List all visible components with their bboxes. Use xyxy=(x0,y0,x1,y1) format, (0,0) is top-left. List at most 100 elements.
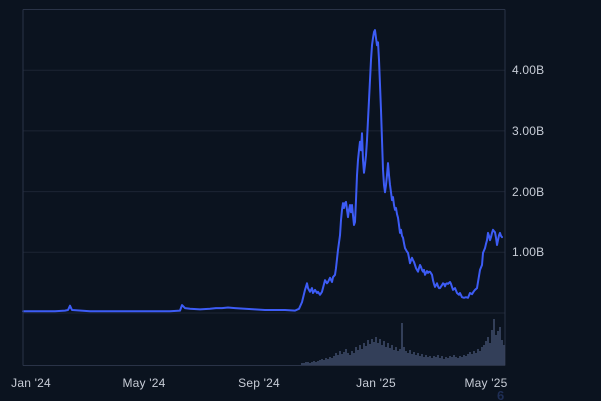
volume-bar xyxy=(421,354,423,365)
x-axis-label: May '25 xyxy=(464,376,508,390)
volume-bar xyxy=(303,363,305,365)
price-line xyxy=(22,29,503,313)
volume-bar xyxy=(317,361,319,365)
volume-bar xyxy=(327,359,329,365)
volume-bar xyxy=(475,353,477,365)
volume-bar xyxy=(351,351,353,365)
volume-bar xyxy=(331,358,333,365)
volume-bar xyxy=(341,354,343,365)
volume-bar xyxy=(313,361,315,365)
volume-bar xyxy=(339,351,341,365)
volume-bar xyxy=(375,337,377,365)
volume-bar xyxy=(477,349,479,365)
volume-bar xyxy=(377,343,379,365)
volume-bar xyxy=(469,352,471,365)
volume-bar xyxy=(373,342,375,365)
volume-bar xyxy=(499,327,501,365)
y-axis-label: 1.00B xyxy=(512,245,545,260)
volume-bar xyxy=(389,348,391,365)
y-axis-label: 4.00B xyxy=(512,63,545,78)
y-axis-label: 2.00B xyxy=(512,184,545,199)
volume-bar xyxy=(319,360,321,365)
volume-bar xyxy=(307,362,309,365)
volume-bar xyxy=(417,353,419,365)
x-axis-label: Jan '24 xyxy=(11,376,51,390)
volume-bar xyxy=(333,356,335,365)
volume-bar xyxy=(361,349,363,365)
volume-bar xyxy=(407,353,409,365)
volume-bar xyxy=(321,359,323,365)
volume-bar xyxy=(493,319,495,365)
volume-bar xyxy=(491,330,493,365)
volume-bar xyxy=(353,353,355,365)
x-axis-label: Jan '25 xyxy=(356,376,396,390)
volume-bar xyxy=(425,355,427,365)
volume-bar xyxy=(367,340,369,365)
volume-bar xyxy=(325,358,327,365)
volume-bar xyxy=(447,358,449,365)
volume-bar xyxy=(381,345,383,365)
volume-bars xyxy=(301,319,505,365)
volume-bar xyxy=(363,343,365,365)
volume-bar xyxy=(411,354,413,365)
x-axis-label: Sep '24 xyxy=(238,376,280,390)
volume-bar xyxy=(431,358,433,365)
volume-bar xyxy=(329,357,331,365)
volume-bar xyxy=(459,356,461,365)
volume-bar xyxy=(489,343,491,365)
volume-bar xyxy=(433,356,435,365)
volume-bar xyxy=(345,349,347,365)
volume-bar xyxy=(467,354,469,365)
volume-bar xyxy=(451,357,453,365)
volume-bar xyxy=(401,323,403,365)
volume-bar xyxy=(357,350,359,365)
volume-bar xyxy=(485,341,487,365)
volume-bar xyxy=(337,355,339,365)
volume-bar xyxy=(399,349,401,365)
volume-bar xyxy=(473,351,475,365)
volume-bar xyxy=(415,355,417,365)
volume-bar xyxy=(359,345,361,365)
volume-bar xyxy=(315,362,317,365)
volume-bar xyxy=(439,358,441,365)
faint-digit: 6 xyxy=(497,388,505,401)
volume-bar xyxy=(397,351,399,365)
volume-bar xyxy=(429,356,431,365)
y-axis-label: 3.00B xyxy=(512,123,545,138)
volume-bar xyxy=(387,343,389,365)
volume-bar xyxy=(481,347,483,365)
volume-bar xyxy=(461,357,463,365)
volume-bar xyxy=(471,354,473,365)
volume-bar xyxy=(365,346,367,365)
volume-bar xyxy=(435,357,437,365)
volume-bar xyxy=(503,345,505,365)
volume-bar xyxy=(443,359,445,365)
volume-bar xyxy=(455,357,457,365)
volume-bar xyxy=(383,341,385,365)
volume-bar xyxy=(449,356,451,365)
volume-bar xyxy=(457,358,459,365)
volume-bar xyxy=(393,350,395,365)
volume-bar xyxy=(369,344,371,365)
volume-bar xyxy=(343,352,345,365)
volume-bar xyxy=(419,356,421,365)
volume-bar xyxy=(301,363,303,365)
volume-bar xyxy=(355,347,357,365)
volume-bar xyxy=(309,363,311,365)
volume-bar xyxy=(305,362,307,365)
volume-bar xyxy=(409,350,411,365)
volume-bar xyxy=(385,347,387,365)
volume-bar xyxy=(349,355,351,365)
volume-bar xyxy=(395,347,397,365)
volume-bar xyxy=(391,345,393,365)
volume-bar xyxy=(465,356,467,365)
volume-bar xyxy=(347,353,349,365)
volume-bar xyxy=(423,357,425,365)
volume-bar xyxy=(453,355,455,365)
volume-bar xyxy=(487,337,489,365)
volume-bar xyxy=(463,355,465,365)
volume-bar xyxy=(445,357,447,365)
volume-bar xyxy=(483,345,485,365)
volume-bar xyxy=(323,360,325,365)
